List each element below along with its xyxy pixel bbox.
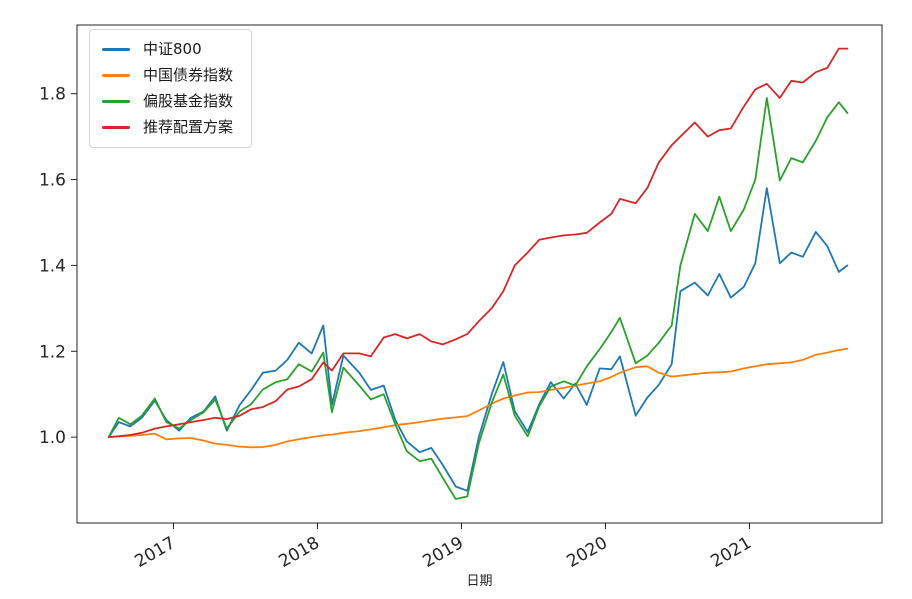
legend-item-recommended-plan: 推荐配置方案 [102, 118, 233, 137]
x-axis-title: 日期 [466, 574, 493, 589]
legend-swatch-bond-index [102, 74, 130, 77]
legend-swatch-csi800 [102, 48, 130, 51]
legend-label-bond-index: 中国债券指数 [143, 66, 234, 84]
series-line-equity-fund-index [107, 97, 849, 500]
legend: 中证800 中国债券指数 偏股基金指数 推荐配置方案 [89, 29, 253, 148]
x-tick-label: 2019 [420, 533, 467, 572]
legend-item-csi800: 中证800 [102, 40, 233, 59]
series-line-recommended-plan [107, 47, 849, 439]
legend-item-bond-index: 中国债券指数 [102, 66, 233, 85]
y-tick-label: 1.6 [39, 171, 66, 191]
legend-swatch-recommended-plan [102, 126, 130, 129]
x-tick-label: 2020 [564, 533, 611, 572]
y-tick-label: 1.8 [39, 85, 66, 105]
x-tick-label: 2017 [132, 533, 179, 572]
legend-label-equity-fund-index: 偏股基金指数 [143, 92, 234, 110]
x-tick-label: 2021 [708, 533, 755, 572]
legend-swatch-equity-fund-index [102, 100, 130, 103]
y-tick-label: 1.2 [39, 342, 66, 362]
plot-border [76, 24, 883, 524]
legend-item-equity-fund-index: 偏股基金指数 [102, 92, 233, 111]
y-tick-label: 1.0 [39, 428, 66, 448]
series-line-bond-index [107, 347, 849, 449]
legend-label-recommended-plan: 推荐配置方案 [143, 118, 234, 136]
x-tick-label: 2018 [276, 533, 323, 572]
legend-label-csi800: 中证800 [143, 40, 202, 58]
y-tick-label: 1.4 [39, 256, 66, 276]
